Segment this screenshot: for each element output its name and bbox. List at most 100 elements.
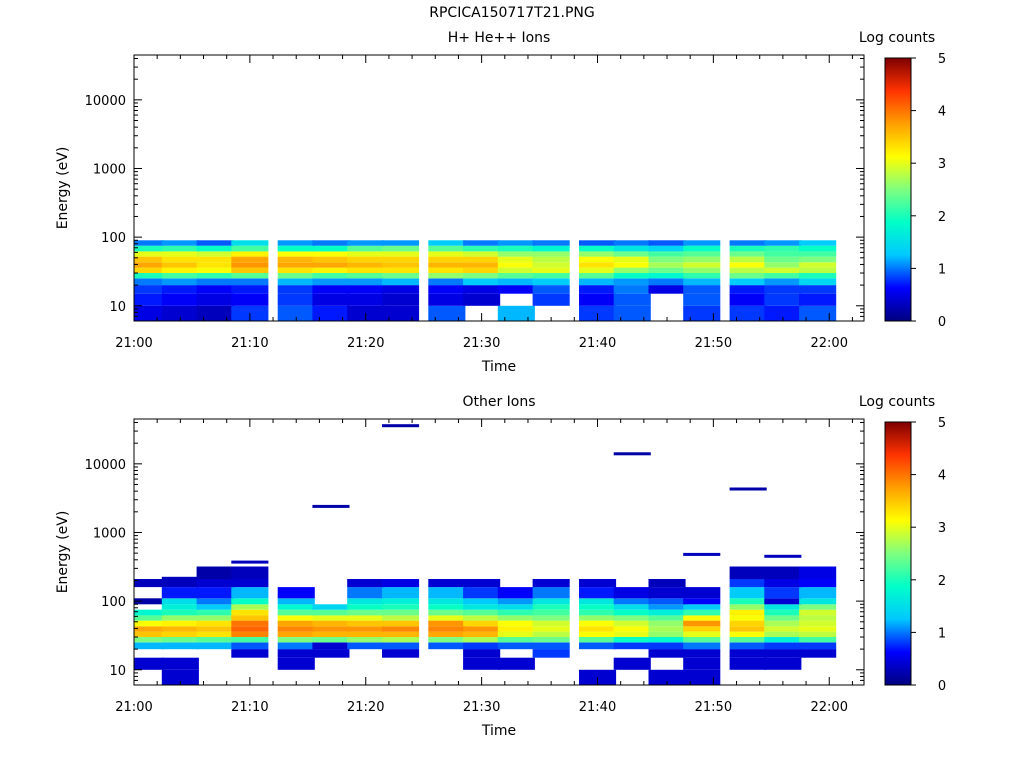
colorbar-tick-label: 5: [938, 416, 946, 431]
heatmap-cell: [463, 278, 501, 286]
colorbar-tick-label: 5: [938, 52, 946, 67]
heatmap-cell: [277, 642, 315, 650]
heatmap-cell: [683, 262, 721, 268]
plot-frame: [133, 54, 865, 322]
heatmap-cell: [134, 256, 165, 263]
heatmap-cell: [532, 267, 570, 273]
heatmap-cell: [277, 637, 315, 643]
heatmap-cell: [729, 240, 767, 246]
heatmap-cell: [729, 245, 767, 252]
heatmap-cell: [579, 642, 617, 650]
heatmap-cell: [161, 587, 199, 599]
heatmap-cell: [231, 273, 269, 279]
heatmap-cell: [196, 604, 234, 610]
heatmap-cell: [532, 278, 570, 286]
x-tick-label: 21:40: [579, 700, 616, 715]
heatmap-cells: [134, 424, 837, 685]
heatmap-cell: [312, 278, 350, 286]
y-tick-label: 10000: [85, 458, 126, 473]
heatmap-cell: [196, 598, 234, 605]
heatmap-cell: [799, 609, 837, 616]
heatmap-cell: [161, 631, 199, 637]
y-axis-label: Energy (eV): [55, 147, 71, 230]
heatmap-cell: [347, 273, 385, 279]
heatmap-cell: [312, 604, 350, 610]
heatmap-cell: [347, 245, 385, 252]
heatmap-cell: [729, 657, 767, 670]
heatmap-cell: [428, 620, 466, 627]
heatmap-cell: [729, 598, 767, 605]
x-axis-label: Time: [481, 723, 516, 739]
heatmap-cell: [579, 240, 617, 246]
heatmap-cell: [312, 240, 350, 246]
heatmap-cell: [312, 262, 350, 268]
heatmap-cell: [428, 615, 466, 621]
heatmap-cell: [497, 256, 535, 263]
heatmap-cell: [231, 579, 269, 588]
heatmap-cell: [613, 615, 651, 621]
heatmap-cell: [764, 240, 802, 246]
heatmap-cell: [312, 256, 350, 263]
heatmap-cell: [196, 256, 234, 263]
heatmap-cell: [613, 626, 651, 632]
heatmap-cell: [134, 631, 165, 637]
heatmap-cell: [532, 626, 570, 632]
heatmap-cell: [532, 285, 570, 294]
heatmap-cell: [683, 626, 721, 632]
y-tick-label: 100: [101, 595, 126, 610]
heatmap-cell: [161, 615, 199, 621]
heatmap-cell: [196, 620, 234, 627]
heatmap-cell: [196, 293, 234, 306]
heatmap-cell: [799, 251, 837, 257]
heatmap-cell: [196, 579, 234, 588]
heatmap-cell: [799, 649, 837, 658]
heatmap-cell: [463, 609, 501, 616]
heatmap-cell: [532, 631, 570, 637]
heatmap-cell: [613, 240, 651, 246]
heatmap-cell: [579, 273, 617, 279]
heatmap-cell: [729, 631, 767, 637]
heatmap-cell: [613, 637, 651, 643]
heatmap-cell: [729, 273, 767, 279]
heatmap-cell: [764, 566, 802, 580]
heatmap-cell: [764, 615, 802, 621]
heatmap-cell: [196, 615, 234, 621]
heatmap-cell: [729, 251, 767, 257]
heatmap-cell: [764, 626, 802, 632]
x-tick-label: 21:30: [463, 336, 500, 351]
heatmap-cell: [613, 262, 651, 268]
heatmap-cell: [347, 579, 385, 588]
heatmap-cell: [497, 609, 535, 616]
heatmap-cell: [613, 609, 651, 616]
heatmap-cell: [648, 251, 686, 257]
colorbar: [884, 57, 912, 322]
heatmap-cell: [799, 615, 837, 621]
heatmap-cell: [196, 278, 234, 286]
heatmap-cell: [231, 293, 269, 306]
heatmap-cell: [729, 637, 767, 643]
heatmap-cell: [579, 637, 617, 643]
x-tick-label: 21:00: [115, 700, 152, 715]
heatmap-cell: [428, 609, 466, 616]
heatmap-cell: [382, 598, 420, 605]
heatmap-cell: [312, 245, 350, 252]
heatmap-cell: [613, 631, 651, 637]
heatmap-cell: [764, 579, 802, 588]
heatmap-cell: [231, 262, 269, 268]
heatmap-cell: [463, 293, 501, 306]
y-tick-label: 10: [109, 664, 126, 679]
heatmap-cell: [161, 637, 199, 643]
heatmap-cell: [532, 262, 570, 268]
heatmap-cell: [799, 256, 837, 263]
heatmap-cell: [347, 642, 385, 650]
heatmap-cell: [312, 642, 350, 650]
heatmap-cell: [463, 631, 501, 637]
heatmap-cell: [532, 251, 570, 257]
heatmap-cell: [134, 626, 165, 632]
heatmap-cell: [277, 626, 315, 632]
heatmap-cell: [134, 598, 165, 605]
heatmap-cell: [428, 262, 466, 268]
heatmap-cell: [312, 620, 350, 627]
heatmap-cell: [799, 626, 837, 632]
heatmap-cell: [463, 620, 501, 627]
